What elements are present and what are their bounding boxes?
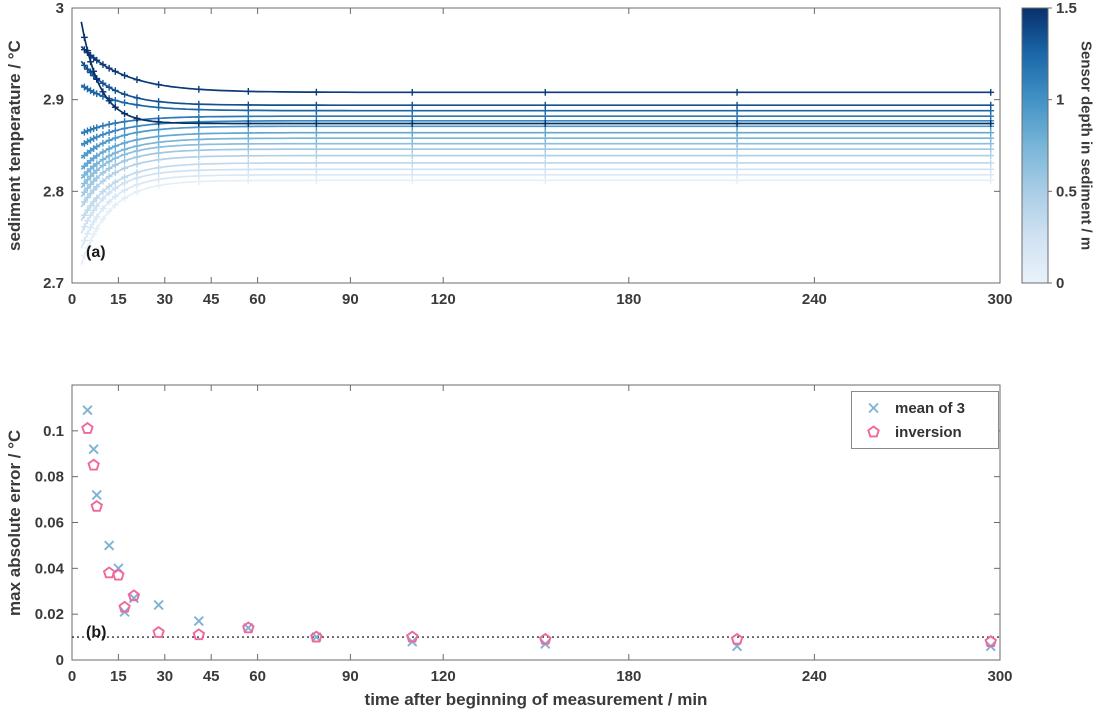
svg-text:0.04: 0.04: [35, 560, 65, 577]
svg-text:90: 90: [342, 668, 359, 685]
svg-text:120: 120: [431, 291, 456, 308]
colorbar-label: Sensor depth in sediment / m: [1077, 40, 1095, 251]
svg-text:15: 15: [110, 668, 127, 685]
svg-text:180: 180: [616, 668, 641, 685]
svg-text:180: 180: [616, 291, 641, 308]
svg-text:0.08: 0.08: [35, 469, 64, 486]
panel-a-label: (a): [86, 244, 106, 261]
svg-text:60: 60: [249, 291, 266, 308]
svg-text:0.06: 0.06: [35, 515, 64, 532]
svg-text:30: 30: [156, 668, 173, 685]
svg-text:1.5: 1.5: [1056, 0, 1077, 17]
svg-text:0.1: 0.1: [43, 423, 64, 440]
svg-text:2.9: 2.9: [43, 92, 64, 109]
legend-label-inversion: inversion: [895, 423, 962, 441]
panel-a-series: [80, 21, 995, 265]
svg-text:0.5: 0.5: [1056, 183, 1077, 200]
panel-b-label: (b): [86, 624, 107, 641]
svg-text:2.8: 2.8: [43, 183, 64, 200]
legend-label-mean-of-3: mean of 3: [895, 399, 966, 417]
svg-text:0: 0: [1056, 275, 1064, 292]
svg-text:60: 60: [249, 668, 266, 685]
colorbar: 0 0.5 1 1.5: [1021, 0, 1077, 292]
svg-text:0: 0: [56, 652, 64, 669]
svg-text:1: 1: [1056, 92, 1064, 109]
svg-text:0.02: 0.02: [35, 606, 64, 623]
svg-text:240: 240: [802, 668, 827, 685]
panel-b-xlabel: time after beginning of measurement / mi…: [364, 690, 708, 709]
pentagon-marker-icon: [867, 425, 880, 438]
legend-item-mean-of-3: mean of 3: [861, 397, 989, 419]
x-marker-icon: [868, 402, 879, 414]
svg-text:300: 300: [987, 668, 1012, 685]
svg-text:45: 45: [203, 291, 220, 308]
legend: mean of 3 inversion: [851, 391, 999, 449]
panel-a-ylabel: sediment temperature / °C: [5, 40, 24, 251]
svg-text:300: 300: [987, 291, 1012, 308]
svg-text:3: 3: [56, 0, 64, 17]
panel-b-ylabel: max absolute error / °C: [5, 429, 24, 616]
panel-b-points: [81, 405, 998, 652]
svg-text:240: 240: [802, 291, 827, 308]
panel-a-axes: 0 15 30 45 60 90 120 180 240 300 2.7 2.8 2.9 3: [43, 0, 1012, 308]
legend-item-inversion: inversion: [861, 421, 989, 443]
svg-text:0: 0: [68, 291, 76, 308]
svg-text:45: 45: [203, 668, 220, 685]
panel-b-axes: 0 15 30 45 60 90 120 180 240 300 0 0.02 0.04 0.06 0.08…: [35, 384, 1013, 685]
svg-text:30: 30: [156, 291, 173, 308]
svg-text:90: 90: [342, 291, 359, 308]
svg-text:0: 0: [68, 668, 76, 685]
svg-text:120: 120: [431, 668, 456, 685]
svg-text:15: 15: [110, 291, 127, 308]
svg-text:2.7: 2.7: [43, 275, 64, 292]
